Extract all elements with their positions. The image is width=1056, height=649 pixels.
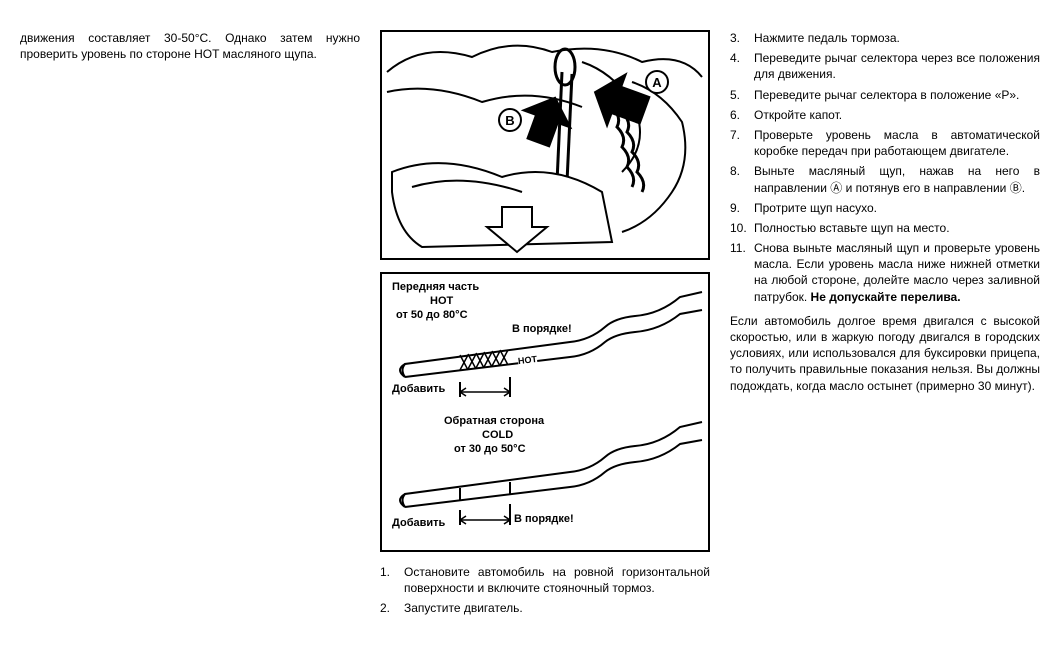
step-text: Проверьте уровень масла в автоматической… — [754, 127, 1040, 159]
svg-text:A: A — [652, 75, 662, 90]
figure-dipstick-scale: Передняя часть HOT от 50 до 80°C В поряд… — [380, 272, 710, 552]
step-7: 7. Проверьте уровень масла в автоматичес… — [730, 127, 1040, 159]
step-num: 4. — [730, 50, 754, 82]
label-cold: COLD — [482, 428, 513, 443]
step-text: Снова выньте масляный щуп и проверьте ур… — [754, 240, 1040, 305]
label-front-title: Передняя часть — [392, 280, 479, 295]
label-hot-range: от 50 до 80°C — [396, 308, 468, 323]
step-text: Полностью вставьте щуп на место. — [754, 220, 1040, 236]
step-9: 9. Протрите щуп насухо. — [730, 200, 1040, 216]
left-paragraph: движения составляет 30-50°C. Однако зате… — [20, 30, 360, 62]
left-column: движения составляет 30-50°C. Однако зате… — [20, 30, 360, 62]
right-column: 3. Нажмите педаль тормоза. 4. Переведите… — [730, 30, 1040, 394]
step-text: Протрите щуп насухо. — [754, 200, 1040, 216]
closing-paragraph: Если автомобиль долгое время двигался с … — [730, 313, 1040, 394]
step-4: 4. Переведите рычаг селектора через все … — [730, 50, 1040, 82]
step-num: 7. — [730, 127, 754, 159]
mid-steps-list: 1. Остановите автомобиль на ровной гориз… — [380, 564, 710, 617]
step-num: 10. — [730, 220, 754, 236]
step-8: 8. Выньте масляный щуп, нажав на него в … — [730, 163, 1040, 195]
step-10: 10. Полностью вставьте щуп на место. — [730, 220, 1040, 236]
step-text: Остановите автомобиль на ровной горизонт… — [404, 564, 710, 596]
label-cold-range: от 30 до 50°C — [454, 442, 526, 457]
step-5: 5. Переведите рычаг селектора в положени… — [730, 87, 1040, 103]
step-6: 6. Откройте капот. — [730, 107, 1040, 123]
step-num: 3. — [730, 30, 754, 46]
step-text: Откройте капот. — [754, 107, 1040, 123]
label-add: Добавить — [392, 382, 445, 397]
step-text: Переведите рычаг селектора через все пол… — [754, 50, 1040, 82]
step-num: 9. — [730, 200, 754, 216]
step-num: 11. — [730, 240, 754, 305]
step-num: 8. — [730, 163, 754, 195]
step-num: 6. — [730, 107, 754, 123]
step-num: 2. — [380, 600, 404, 616]
label-add2: Добавить — [392, 516, 445, 531]
middle-column: A B — [380, 30, 710, 621]
step-text: Выньте масляный щуп, нажав на него в нап… — [754, 163, 1040, 195]
step-text: Запустите двигатель. — [404, 600, 710, 616]
label-hot-on-stick: HOT — [517, 353, 537, 367]
step-2: 2. Запустите двигатель. — [380, 600, 710, 616]
step-num: 1. — [380, 564, 404, 596]
step-3: 3. Нажмите педаль тормоза. — [730, 30, 1040, 46]
engine-dipstick-svg: A B — [382, 32, 708, 258]
svg-text:B: B — [505, 113, 514, 128]
right-steps-list: 3. Нажмите педаль тормоза. 4. Переведите… — [730, 30, 1040, 305]
arrow-a: A — [584, 64, 668, 139]
label-hot: HOT — [430, 294, 453, 309]
step-num: 5. — [730, 87, 754, 103]
label-back-title: Обратная сторона — [444, 414, 544, 429]
figure-engine-dipstick: A B — [380, 30, 710, 260]
step-1: 1. Остановите автомобиль на ровной гориз… — [380, 564, 710, 596]
label-ok2: В порядке! — [514, 512, 574, 527]
step-11-bold: Не допускайте перелива. — [811, 290, 961, 304]
label-ok: В порядке! — [512, 322, 572, 337]
step-11: 11. Снова выньте масляный щуп и проверьт… — [730, 240, 1040, 305]
step-text: Переведите рычаг селектора в положение «… — [754, 87, 1040, 103]
step-text: Нажмите педаль тормоза. — [754, 30, 1040, 46]
